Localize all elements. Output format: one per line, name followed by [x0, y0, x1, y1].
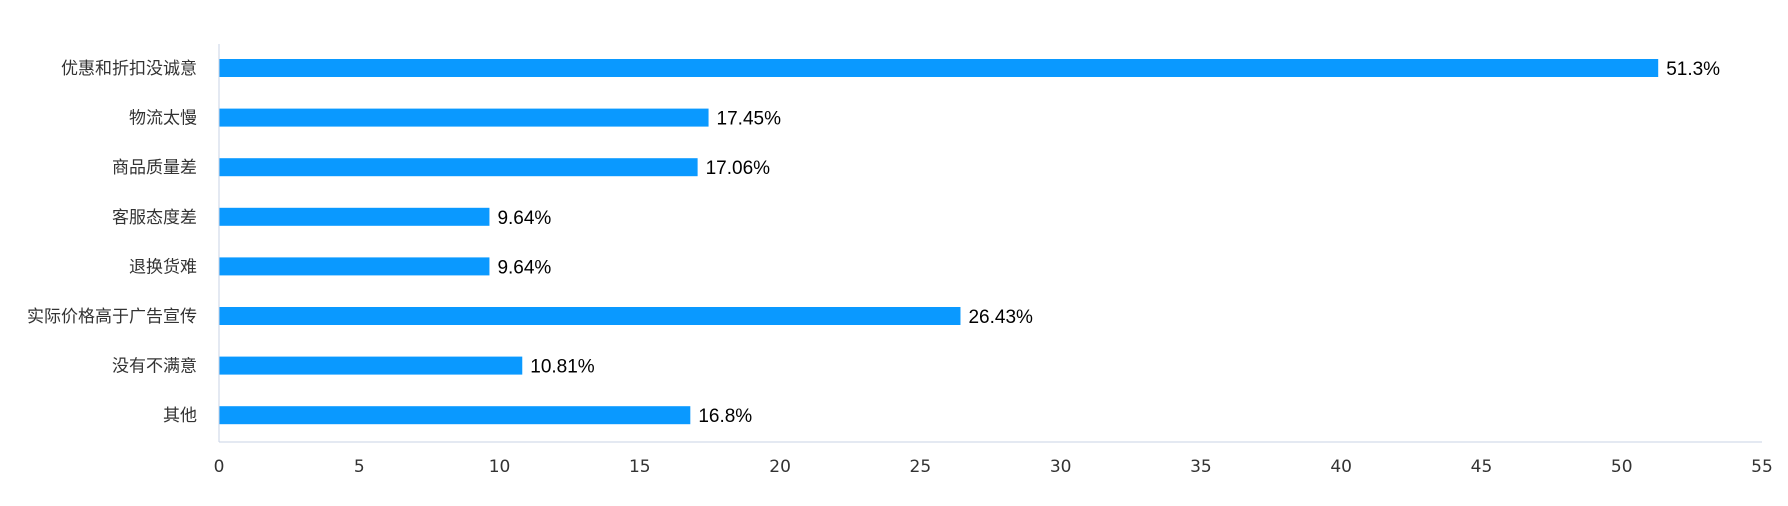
x-tick-label: 45 [1471, 457, 1493, 477]
x-tick-label: 40 [1330, 457, 1352, 477]
category-label: 其他 [163, 406, 197, 426]
x-tick-label: 15 [629, 457, 651, 477]
bar [219, 158, 698, 177]
category-label: 物流太慢 [129, 108, 197, 129]
category-label: 商品质量差 [112, 158, 197, 178]
x-tick-label: 5 [354, 457, 365, 477]
value-label: 9.64% [497, 257, 551, 278]
category-label: 没有不满意 [112, 357, 197, 377]
value-label: 9.64% [497, 208, 551, 229]
axis-layer [218, 44, 1762, 443]
bar [219, 207, 490, 226]
category-label: 优惠和折扣没诚意 [61, 59, 197, 79]
category-label: 客服态度差 [112, 208, 197, 228]
category-label: 实际价格高于广告宣传 [27, 307, 197, 327]
bar [219, 307, 961, 325]
bar [219, 59, 1659, 77]
x-tick-label: 20 [769, 457, 791, 477]
x-tick-label: 50 [1611, 457, 1633, 477]
x-tick-label: 30 [1050, 457, 1072, 477]
category-label: 退换货难 [129, 257, 197, 277]
value-label: 26.43% [968, 307, 1033, 328]
bar [219, 108, 709, 127]
value-label: 17.45% [717, 109, 782, 130]
bar [219, 257, 490, 276]
value-label: 17.06% [706, 158, 771, 179]
value-label: 16.8% [698, 406, 752, 427]
labels-layer: 0 5 10 15 20 25 30 35 40 45 50 55 优惠和折扣没诚意 51.3% 物流太慢 1… [27, 59, 1773, 477]
x-tick-label: 10 [489, 457, 511, 477]
bar [219, 356, 523, 375]
x-tick-label: 55 [1751, 457, 1773, 477]
bars-layer [219, 59, 1659, 425]
x-tick-label: 0 [214, 457, 225, 477]
bar [219, 406, 691, 425]
value-label: 51.3% [1666, 59, 1720, 80]
x-tick-label: 25 [910, 457, 932, 477]
value-label: 10.81% [530, 357, 595, 378]
x-tick-label: 35 [1190, 457, 1212, 477]
